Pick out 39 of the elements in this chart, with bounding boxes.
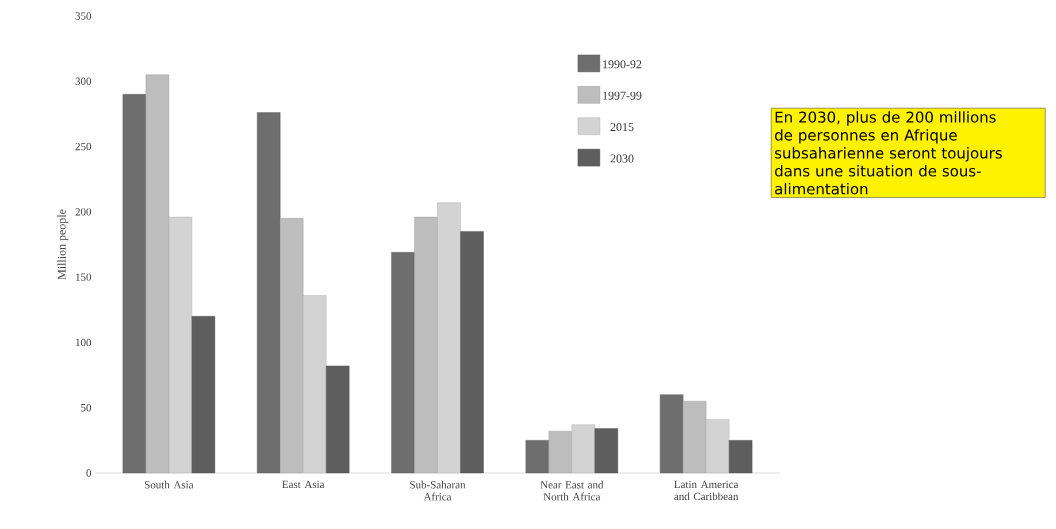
y-tick-label: 100 [76, 338, 92, 347]
bar [705, 419, 730, 474]
annotation: En 2030, plus de 200 millions de personnes en Afrique subsaharienne seront toujours dans une situation de sous-alimentation [775, 111, 1002, 195]
bar [414, 216, 438, 474]
x-tick-label: East Asia [282, 480, 325, 489]
bar [594, 428, 619, 474]
bar [659, 394, 684, 474]
y-tick-label: 200 [75, 208, 92, 216]
bar [168, 216, 193, 474]
bar [280, 218, 304, 474]
y-tick-label: 150 [76, 273, 92, 281]
x-tick-label: Latin America and Caribbean [674, 480, 739, 501]
bar [191, 316, 216, 474]
x-tick-label: Sub-Saharan Africa [410, 480, 466, 501]
bar [525, 440, 550, 474]
bar [682, 400, 707, 474]
legend-label: 1997-99 [603, 91, 642, 100]
bar [571, 424, 596, 474]
bar [325, 365, 350, 474]
x-tick-label: Near East and North Africa [540, 480, 604, 501]
bar [728, 440, 753, 474]
bar [548, 431, 573, 474]
legend-label: 2030 [610, 154, 634, 163]
bar [460, 231, 484, 474]
y-axis-title: Million people [57, 209, 69, 280]
bar [122, 94, 147, 474]
legend-label: 1990-92 [603, 60, 642, 69]
bar [437, 202, 461, 474]
bar [145, 74, 170, 474]
y-tick-label: 0 [86, 469, 92, 477]
bar [391, 252, 415, 474]
y-tick-label: 250 [75, 142, 92, 151]
bar [257, 112, 281, 474]
y-tick-label: 50 [81, 404, 92, 412]
legend-label: 2015 [610, 123, 634, 132]
y-tick-label: 300 [75, 77, 92, 85]
bar [302, 295, 327, 474]
y-tick-label: 350 [75, 12, 92, 20]
x-tick-label: South Asia [144, 480, 194, 489]
